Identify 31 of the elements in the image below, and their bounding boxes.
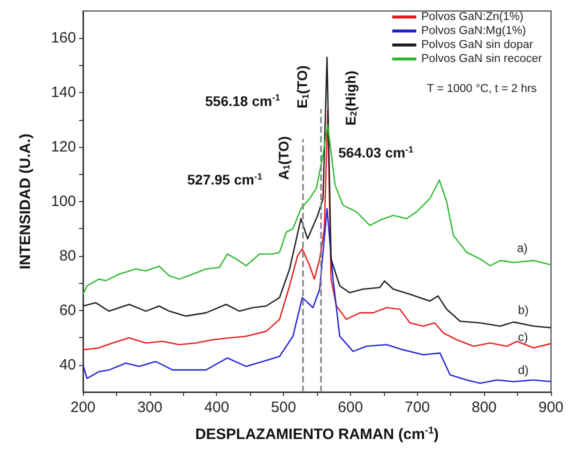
legend-label: Polvos GaN sin recocer bbox=[421, 53, 542, 65]
line-series bbox=[82, 124, 552, 295]
x-tick-label: 900 bbox=[538, 399, 564, 416]
line-series bbox=[82, 208, 552, 384]
x-tick-label: 200 bbox=[70, 399, 96, 416]
x-tick-label: 400 bbox=[204, 399, 230, 416]
x-tick-label: 300 bbox=[137, 399, 162, 416]
y-tick-label: 160 bbox=[50, 30, 76, 47]
y-tick-label: 100 bbox=[50, 193, 76, 210]
x-tick-label: 600 bbox=[338, 399, 363, 416]
y-tick-label: 40 bbox=[59, 356, 76, 374]
line-series bbox=[82, 110, 552, 350]
ref-line-label: A1(TO) bbox=[275, 136, 292, 180]
annotation: c) bbox=[518, 330, 528, 344]
annotation: d) bbox=[518, 363, 529, 377]
annotation: a) bbox=[517, 241, 528, 255]
annotation: b) bbox=[518, 303, 529, 317]
y-tick-label: 120 bbox=[50, 138, 76, 156]
y-tick-label: 60 bbox=[59, 302, 76, 319]
x-tick-label: 800 bbox=[472, 399, 497, 416]
ref-line-label: E1(TO) bbox=[294, 65, 310, 108]
legend-label: Polvos GaN sin dopar bbox=[421, 39, 534, 51]
y-axis-title: INTENSIDAD (U.A.) bbox=[17, 134, 34, 270]
x-tick-label: 500 bbox=[271, 399, 296, 416]
y-tick-label: 80 bbox=[59, 247, 76, 264]
annotation: E2(High) bbox=[342, 70, 359, 126]
x-tick-label: 700 bbox=[404, 399, 430, 416]
y-tick-label: 140 bbox=[50, 84, 76, 102]
legend-label: Polvos GaN:Zn(1%) bbox=[421, 11, 524, 23]
legend-label: Polvos GaN:Mg(1%) bbox=[421, 25, 526, 37]
annotation: T = 1000 °C, t = 2 hrs bbox=[426, 83, 538, 95]
